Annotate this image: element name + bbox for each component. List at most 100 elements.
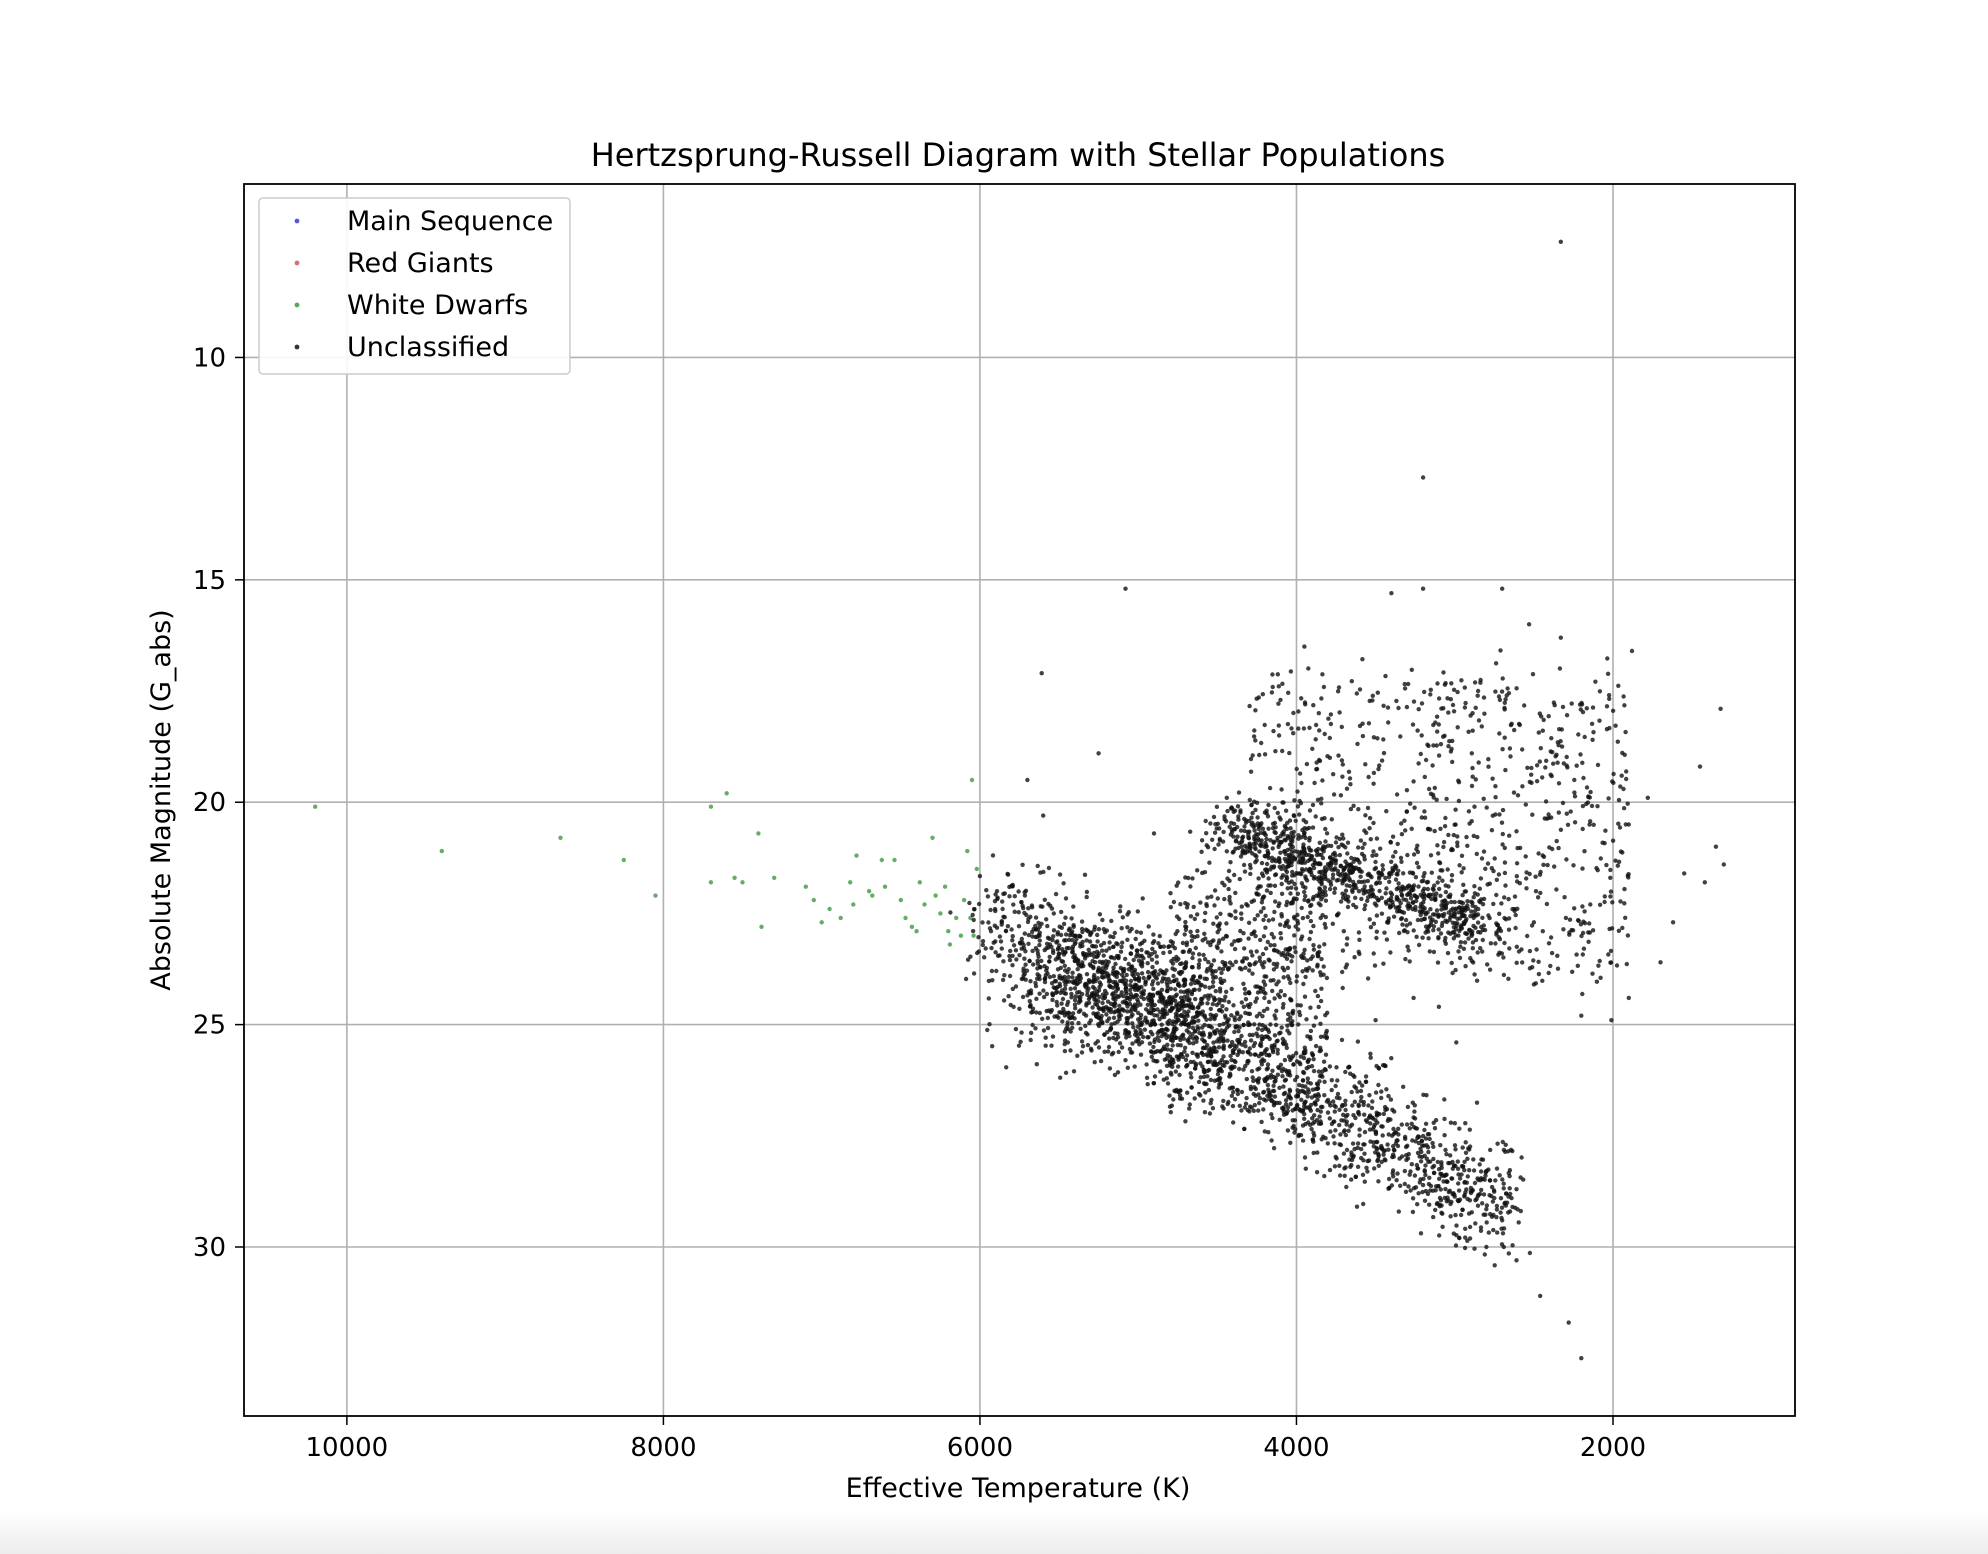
data-point: [1504, 693, 1509, 698]
data-point: [1438, 826, 1443, 831]
data-point: [1141, 1034, 1146, 1040]
data-point: [1259, 1119, 1264, 1125]
data-point: [989, 968, 995, 974]
data-point: [1205, 895, 1210, 900]
data-point: [1558, 239, 1564, 244]
data-point: [1286, 1069, 1292, 1074]
data-point: [1618, 899, 1623, 904]
data-point: [1512, 894, 1518, 899]
data-point: [1486, 757, 1491, 762]
data-point: [1385, 705, 1391, 710]
data-point: [1323, 1013, 1328, 1018]
data-point: [1080, 960, 1085, 965]
data-point: [1192, 980, 1198, 986]
data-point: [1086, 986, 1091, 991]
data-point: [1305, 1034, 1310, 1039]
data-point: [1559, 727, 1565, 732]
data-point: [1270, 1068, 1275, 1074]
data-point: [1387, 1185, 1392, 1191]
data-point: [1280, 800, 1285, 805]
data-point: [1280, 1036, 1286, 1042]
data-point: [1211, 814, 1217, 820]
data-point: [1507, 746, 1513, 751]
data-point: [1209, 1097, 1214, 1103]
data-point: [1371, 951, 1376, 956]
data-point: [1608, 867, 1613, 873]
data-point: [1223, 994, 1228, 999]
data-point: [1564, 713, 1570, 718]
data-point: [1333, 866, 1338, 871]
data-point: [1101, 1005, 1106, 1011]
data-point: [1181, 1032, 1186, 1038]
data-point: [1508, 1191, 1513, 1197]
data-point: [558, 835, 563, 840]
data-point: [1244, 1076, 1250, 1082]
data-point: [1246, 920, 1252, 925]
data-point: [1347, 776, 1353, 781]
data-point: [1493, 689, 1498, 694]
data-point: [1069, 995, 1074, 1000]
data-point: [1448, 1214, 1453, 1219]
data-point: [1193, 1029, 1198, 1034]
data-point: [1359, 896, 1364, 902]
data-point: [1392, 1109, 1397, 1114]
data-point: [1462, 1245, 1468, 1251]
data-point: [1613, 723, 1618, 728]
data-point: [1311, 1130, 1316, 1136]
data-point: [1606, 952, 1611, 957]
data-point: [1209, 894, 1214, 899]
data-point: [1252, 728, 1257, 733]
data-point: [1476, 1192, 1481, 1198]
data-point: [1384, 937, 1390, 942]
data-point: [1463, 700, 1468, 706]
data-point: [1217, 986, 1223, 991]
data-point: [1093, 997, 1099, 1003]
data-point: [1335, 689, 1341, 694]
data-point: [1323, 1136, 1328, 1141]
data-point: [1315, 950, 1321, 956]
data-point: [1682, 871, 1687, 876]
data-point: [1306, 825, 1312, 831]
data-point: [1168, 1054, 1173, 1060]
data-point: [1339, 724, 1345, 730]
data-point: [1049, 981, 1055, 986]
data-point: [1284, 876, 1290, 881]
data-point: [1457, 1176, 1463, 1181]
data-point: [1369, 875, 1374, 880]
data-point: [1109, 955, 1114, 960]
data-point: [1037, 991, 1042, 996]
data-point: [1176, 1055, 1182, 1061]
data-point: [1227, 894, 1232, 900]
data-point: [1574, 952, 1579, 957]
data-point: [1213, 1013, 1219, 1018]
data-point: [1178, 1037, 1183, 1043]
data-point: [1511, 790, 1517, 795]
data-point: [1465, 843, 1470, 848]
data-point: [1323, 889, 1328, 894]
data-point: [1567, 917, 1573, 922]
data-point: [1228, 1065, 1233, 1070]
data-point: [1241, 1067, 1246, 1072]
data-point: [1057, 872, 1063, 877]
data-point: [1156, 1038, 1162, 1044]
data-point: [1219, 949, 1224, 954]
data-point: [1475, 920, 1481, 925]
data-point: [1235, 1087, 1240, 1093]
scatter-points: [313, 239, 1727, 1361]
data-point: [1258, 909, 1264, 914]
data-point: [1435, 681, 1440, 686]
data-point: [1355, 1164, 1361, 1170]
data-point: [1178, 989, 1184, 994]
data-point: [1118, 1013, 1124, 1018]
data-point: [1451, 911, 1456, 916]
data-point: [1312, 1093, 1318, 1098]
data-point: [1120, 915, 1126, 920]
data-point: [1297, 1108, 1303, 1113]
data-point: [1500, 842, 1505, 847]
data-point: [1217, 921, 1223, 926]
data-point: [994, 925, 1000, 930]
data-point: [1143, 979, 1148, 985]
data-point: [1195, 912, 1200, 917]
data-point: [1555, 966, 1561, 971]
data-point: [1254, 858, 1259, 863]
